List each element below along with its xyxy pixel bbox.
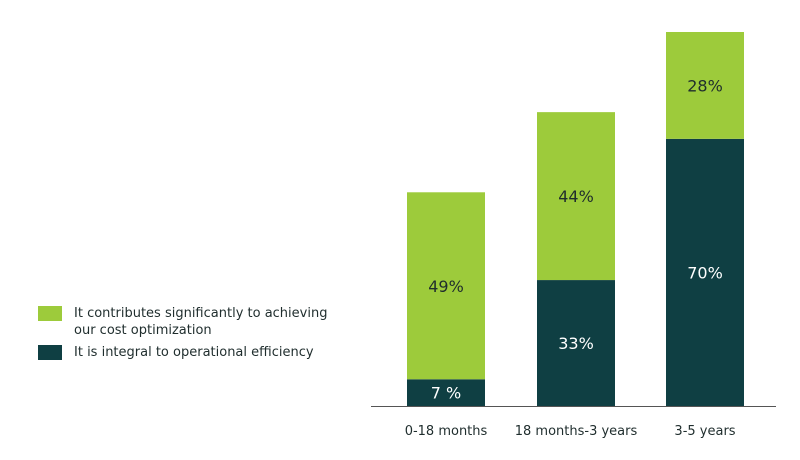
legend-item-operational-efficiency: It is integral to operational efficiency xyxy=(38,344,338,361)
data-label-contributes-1: 44% xyxy=(558,187,594,206)
data-label-contributes-0: 49% xyxy=(428,277,464,296)
data-label-integral-0: 7 % xyxy=(431,384,461,403)
x-tick-label-1: 18 months-3 years xyxy=(515,424,638,439)
bar-integral-1 xyxy=(537,280,615,406)
x-tick-label-2: 3-5 years xyxy=(674,424,735,439)
legend-label-operational-efficiency: It is integral to operational efficiency xyxy=(74,345,314,360)
legend-swatch-operational-efficiency xyxy=(38,345,62,360)
data-label-integral-2: 70% xyxy=(687,263,723,282)
legend-label-cost-optimization: It contributes significantly to achievin… xyxy=(74,306,328,338)
legend-swatch-cost-optimization xyxy=(38,306,62,321)
legend-item-cost-optimization: It contributes significantly to achievin… xyxy=(38,305,338,339)
bar-integral-2 xyxy=(666,138,744,406)
x-tick-label-0: 0-18 months xyxy=(405,424,488,439)
data-label-contributes-2: 28% xyxy=(687,76,723,95)
data-label-integral-1: 33% xyxy=(558,334,594,353)
bar-integral-0 xyxy=(407,379,485,406)
chart-legend: It contributes significantly to achievin… xyxy=(38,305,338,366)
bar-contributes-2 xyxy=(666,32,744,139)
bar-contributes-0 xyxy=(407,192,485,380)
bar-contributes-1 xyxy=(537,112,615,281)
